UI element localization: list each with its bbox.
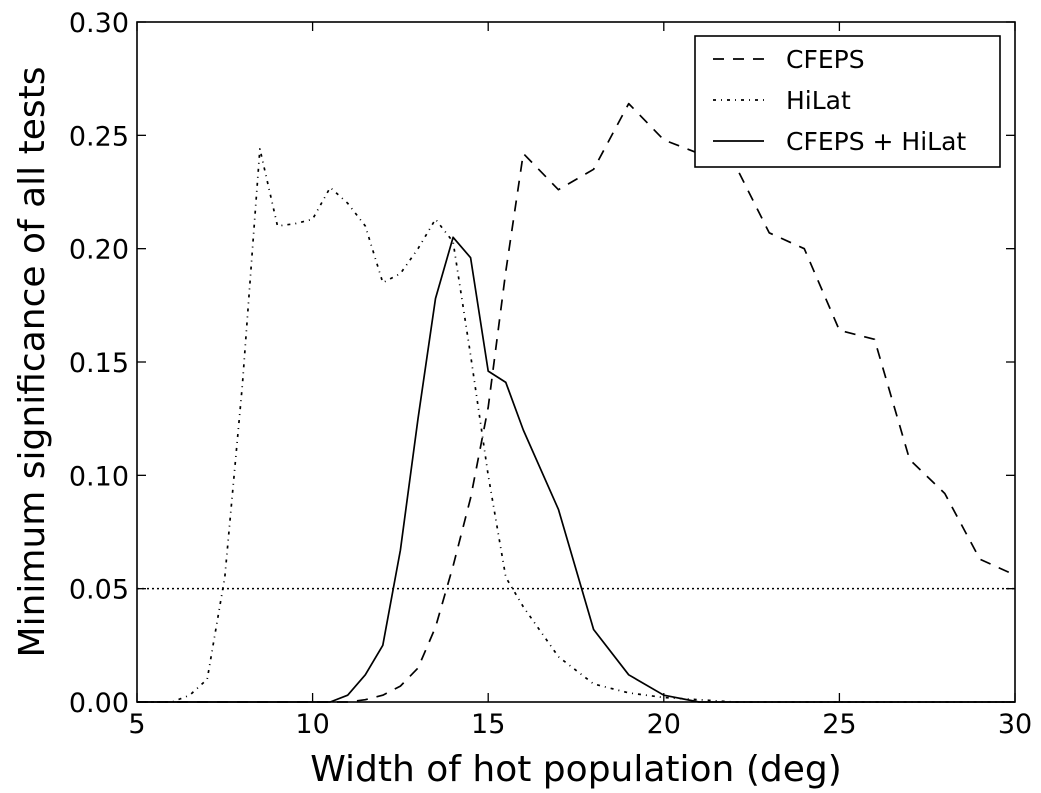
legend-frame [694, 35, 1001, 168]
legend-label-1: CFEPS [786, 45, 865, 74]
series-line-2 [137, 148, 1015, 703]
y-tick-label: 0.10 [69, 461, 129, 492]
ticks-layer: 5 10 15 20 25 30 0.00 0.05 0.10 0.15 0.20 0.25 0.30 [69, 8, 1032, 740]
series-line-3 [137, 236, 1015, 703]
x-tick-label: 20 [647, 709, 681, 740]
y-tick-label: 0.20 [69, 235, 129, 266]
x-axis-title: Width of hot population (deg) [310, 749, 842, 790]
series-layer [137, 102, 1016, 703]
legend-label-2: HiLat [786, 86, 851, 115]
legend: CFEPS HiLat CFEPS + HiLat [694, 35, 1001, 168]
x-tick-label: 5 [128, 709, 145, 740]
x-tick-label: 30 [998, 709, 1032, 740]
legend-label-3: CFEPS + HiLat [786, 127, 966, 156]
y-tick-label: 0.30 [69, 8, 129, 39]
y-axis-title: Minimum significance of all tests [12, 67, 53, 658]
x-tick-label: 25 [822, 709, 856, 740]
y-tick-label: 0.00 [69, 688, 129, 719]
x-tick-label: 10 [295, 709, 329, 740]
y-tick-label: 0.25 [69, 121, 129, 152]
x-tick-label: 15 [471, 709, 505, 740]
y-tick-label: 0.05 [69, 575, 129, 606]
y-tick-label: 0.15 [69, 348, 129, 379]
series-line-1 [137, 102, 1016, 703]
